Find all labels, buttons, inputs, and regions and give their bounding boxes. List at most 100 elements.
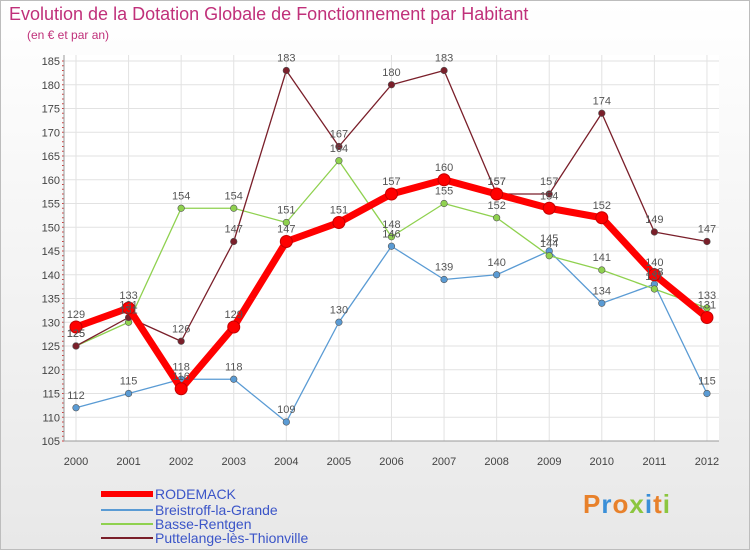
data-labels: 129 133 116 129 147 151 157 160 157 154 152 140 131 1…: [67, 53, 716, 417]
data-point-rodemack: [647, 268, 661, 282]
data-label-basse-rentgen: 141: [593, 252, 611, 264]
data-point-breistroff-la-grande: [493, 271, 501, 279]
data-point-basse-rentgen: [282, 218, 290, 227]
x-tick-label: 2012: [695, 456, 719, 468]
data-label-breistroff-la-grande: 145: [540, 233, 558, 245]
y-tick-label: 135: [42, 294, 60, 306]
data-point-puttelange-les-thionville: [440, 66, 448, 75]
data-label-basse-rentgen: 125: [67, 328, 85, 340]
data-label-rodemack: 129: [67, 309, 85, 321]
data-point-breistroff-la-grande: [230, 375, 238, 383]
y-tick-label: 160: [42, 175, 60, 187]
series-rodemack: [69, 173, 714, 396]
data-label-rodemack: 160: [435, 162, 453, 174]
data-label-breistroff-la-grande: 139: [435, 262, 453, 274]
legend-swatch-breistroff: [101, 509, 153, 511]
data-point-breistroff-la-grande: [440, 275, 448, 284]
data-point-basse-rentgen: [493, 214, 501, 222]
data-point-rodemack: [595, 211, 609, 225]
data-point-rodemack: [490, 187, 504, 201]
data-label-rodemack: 133: [119, 290, 137, 302]
y-tick-label: 145: [42, 246, 60, 258]
axes: 105 110 115 120 125 130 135 140 145 150 155 160 165 1…: [42, 55, 719, 468]
data-label-puttelange-les-thionville: 157: [540, 176, 558, 188]
data-label-puttelange-les-thionville: 180: [382, 67, 400, 79]
data-point-puttelange-les-thionville: [703, 237, 711, 246]
data-point-puttelange-les-thionville: [598, 109, 606, 117]
y-tick-label: 180: [42, 80, 60, 92]
x-tick-label: 2006: [379, 456, 403, 468]
y-tick-label: 120: [42, 365, 60, 377]
legend-item-rodemack: RODEMACK: [101, 487, 236, 501]
y-tick-label: 110: [42, 412, 60, 424]
series-puttelange-les-thionville: [72, 66, 711, 350]
data-label-breistroff-la-grande: 134: [593, 285, 611, 297]
data-point-rodemack: [542, 201, 556, 215]
legend-label-basse-rentgen: Basse-Rentgen: [155, 516, 252, 532]
data-label-basse-rentgen: 152: [487, 200, 505, 212]
data-point-basse-rentgen: [177, 204, 185, 212]
data-point-basse-rentgen: [598, 266, 606, 274]
data-point-rodemack: [700, 311, 714, 324]
legend-label-breistroff: Breistroff-la-Grande: [155, 502, 278, 518]
data-label-basse-rentgen: 154: [172, 190, 190, 202]
chart-title: Evolution de la Dotation Globale de Fonc…: [9, 4, 529, 24]
data-label-breistroff-la-grande: 112: [67, 390, 85, 402]
data-point-puttelange-les-thionville: [650, 228, 658, 236]
data-point-puttelange-les-thionville: [335, 142, 343, 151]
data-point-puttelange-les-thionville: [72, 342, 80, 350]
data-point-rodemack: [437, 173, 451, 187]
x-tick-label: 2010: [590, 456, 614, 468]
y-tick-label: 125: [42, 341, 60, 353]
x-tick-label: 2000: [64, 456, 88, 468]
logo-letter: i: [662, 489, 671, 519]
data-label-basse-rentgen: 151: [277, 205, 295, 217]
y-tick-label: 140: [42, 270, 60, 282]
legend-item-puttelange: Puttelange-lès-Thionville: [101, 531, 308, 545]
data-label-rodemack: 151: [330, 205, 348, 217]
data-label-rodemack: 116: [172, 371, 190, 383]
data-point-basse-rentgen: [335, 157, 343, 165]
data-point-rodemack: [279, 235, 293, 248]
x-tick-label: 2004: [274, 456, 298, 468]
data-point-basse-rentgen: [230, 204, 238, 212]
data-label-puttelange-les-thionville: 183: [277, 53, 295, 65]
data-point-basse-rentgen: [545, 252, 553, 260]
data-label-basse-rentgen: 131: [119, 304, 137, 316]
data-point-rodemack: [174, 382, 188, 396]
data-point-breistroff-la-grande: [387, 242, 396, 250]
data-label-rodemack: 154: [540, 190, 558, 202]
data-label-breistroff-la-grande: 118: [172, 361, 190, 373]
data-label-rodemack: 157: [382, 176, 400, 188]
logo-letter: P: [583, 489, 602, 519]
data-label-puttelange-les-thionville: 157: [487, 176, 505, 188]
series-basse-rentgen: [72, 157, 711, 350]
y-tick-label: 105: [42, 436, 60, 448]
logo-letter: r: [601, 489, 613, 519]
data-point-puttelange-les-thionville: [387, 81, 396, 89]
data-label-rodemack: 129: [225, 309, 243, 321]
y-tick-label: 115: [42, 389, 60, 401]
data-point-rodemack: [332, 216, 346, 229]
data-label-basse-rentgen: 154: [225, 190, 243, 202]
data-point-rodemack: [384, 187, 398, 201]
data-label-breistroff-la-grande: 109: [277, 404, 295, 416]
data-label-basse-rentgen: 137: [645, 271, 663, 283]
legend-swatch-basse-rentgen: [101, 523, 153, 525]
legend-swatch-rodemack: [101, 491, 153, 497]
legend-label-rodemack: RODEMACK: [155, 486, 236, 502]
data-label-basse-rentgen: 133: [698, 290, 716, 302]
legend-item-breistroff: Breistroff-la-Grande: [101, 503, 278, 517]
x-tick-label: 2009: [537, 456, 561, 468]
data-label-puttelange-les-thionville: 126: [172, 323, 190, 335]
data-point-breistroff-la-grande: [282, 418, 290, 426]
data-point-breistroff-la-grande: [598, 299, 606, 307]
data-label-breistroff-la-grande: 115: [698, 376, 716, 388]
data-label-puttelange-les-thionville: 147: [225, 224, 243, 236]
y-tick-label: 175: [42, 104, 60, 116]
data-label-breistroff-la-grande: 115: [120, 376, 138, 388]
data-label-breistroff-la-grande: 140: [487, 257, 505, 269]
legend-label-puttelange: Puttelange-lès-Thionville: [155, 530, 309, 546]
logo-letter: i: [644, 489, 654, 519]
